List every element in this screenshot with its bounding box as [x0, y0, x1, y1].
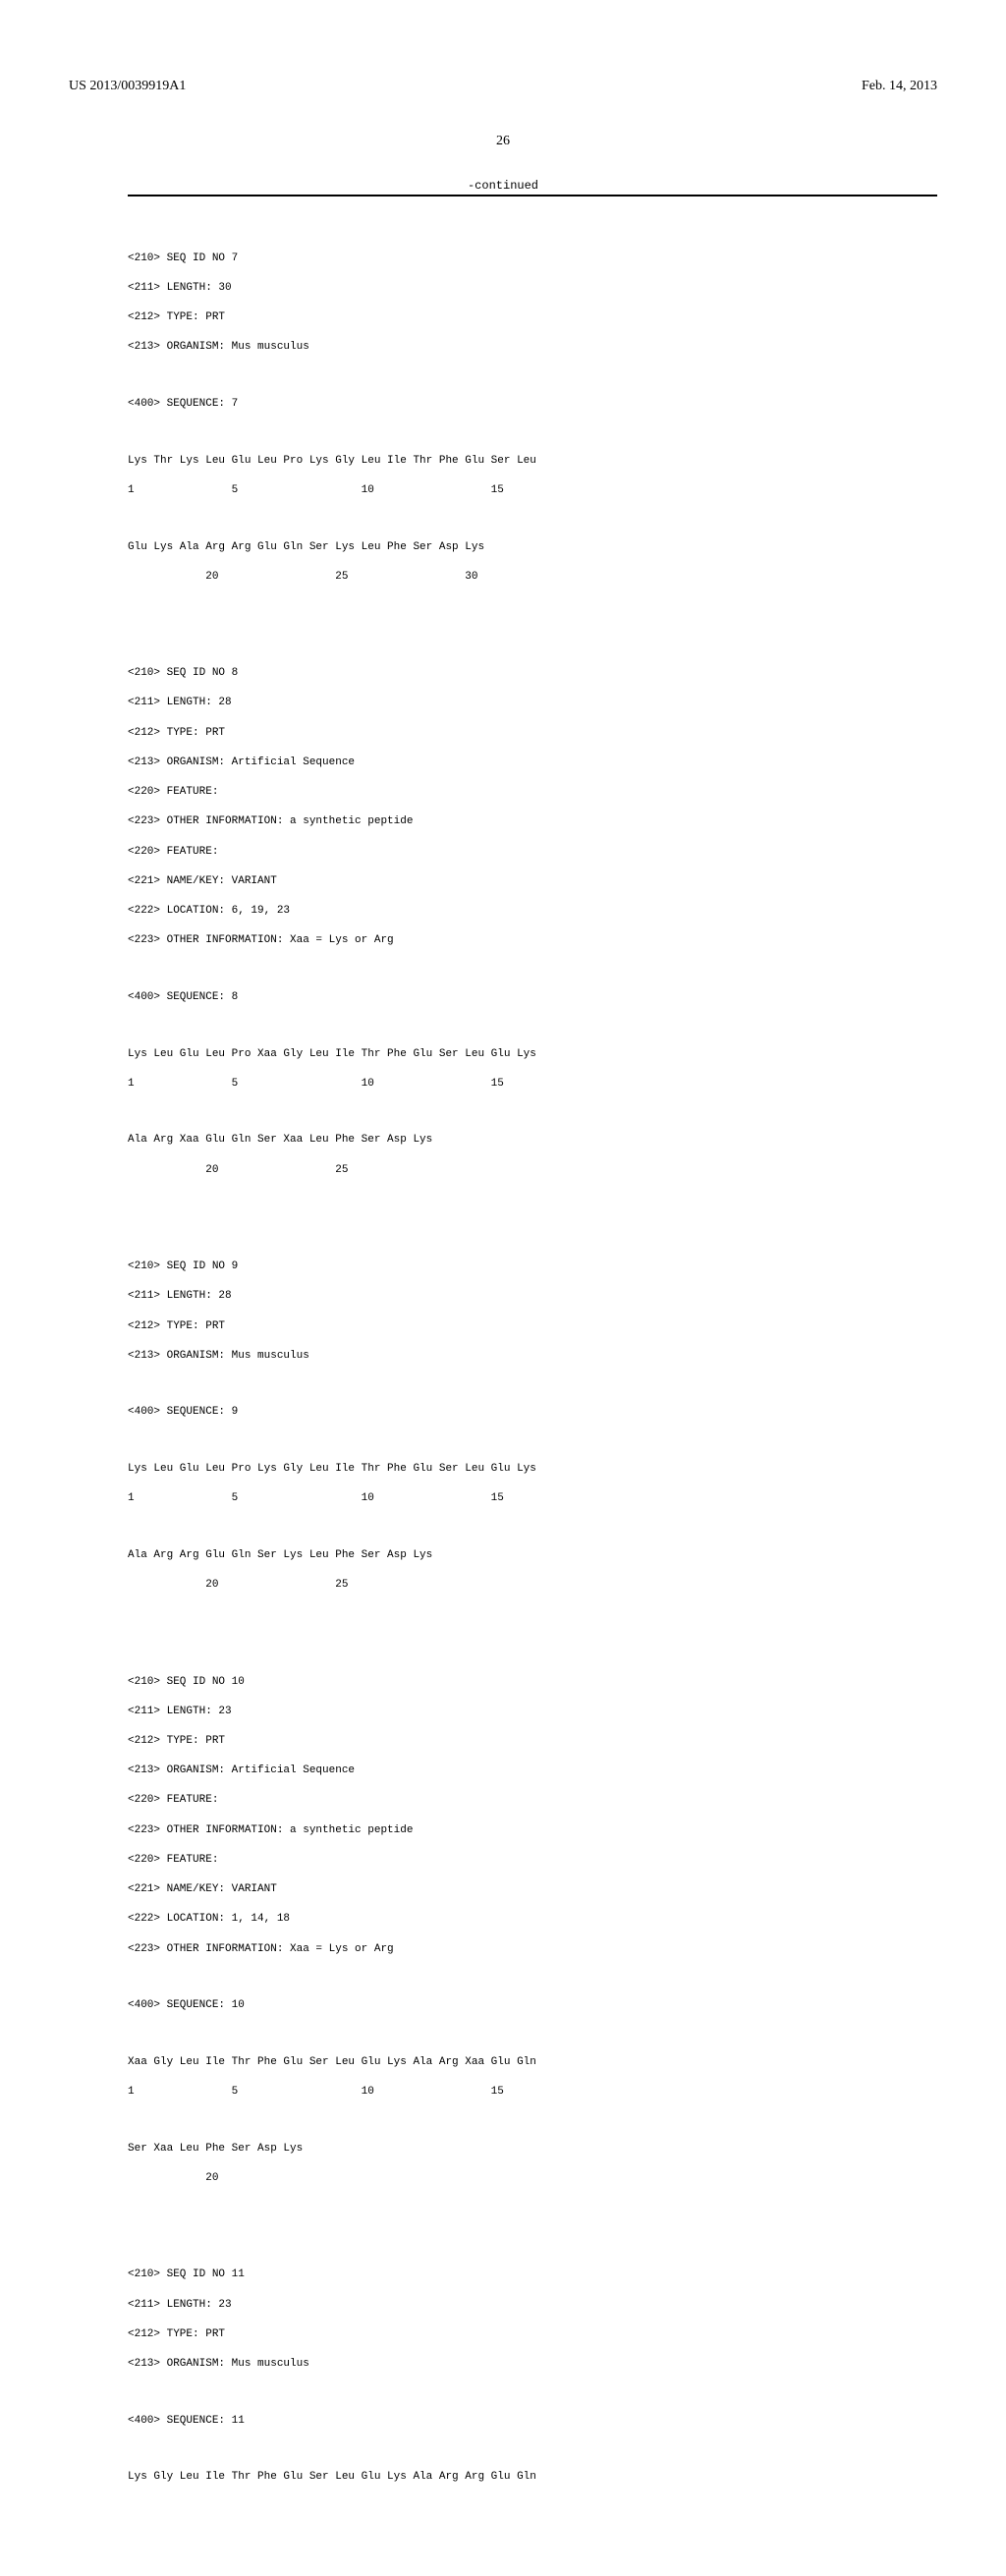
seq-positions: 20 25: [128, 1578, 937, 1593]
seq-metadata: <213> ORGANISM: Artificial Sequence: [128, 756, 937, 770]
seq-label: <400> SEQUENCE: 8: [128, 990, 937, 1005]
seq-metadata: <212> TYPE: PRT: [128, 1734, 937, 1749]
seq-metadata: <222> LOCATION: 6, 19, 23: [128, 904, 937, 919]
seq-residues: Xaa Gly Leu Ile Thr Phe Glu Ser Leu Glu …: [128, 2055, 937, 2070]
publication-date: Feb. 14, 2013: [862, 79, 937, 94]
sequence-block: <210> SEQ ID NO 7 <211> LENGTH: 30 <212>…: [128, 236, 937, 599]
seq-metadata: <213> ORGANISM: Mus musculus: [128, 2357, 937, 2372]
sequence-listing: <210> SEQ ID NO 7 <211> LENGTH: 30 <212>…: [128, 221, 937, 2537]
seq-residues: Ala Arg Arg Glu Gln Ser Lys Leu Phe Ser …: [128, 1548, 937, 1563]
seq-residues: Lys Gly Leu Ile Thr Phe Glu Ser Leu Glu …: [128, 2470, 937, 2485]
seq-metadata: <210> SEQ ID NO 9: [128, 1260, 937, 1274]
seq-metadata: <213> ORGANISM: Mus musculus: [128, 1349, 937, 1364]
seq-residues: Lys Leu Glu Leu Pro Lys Gly Leu Ile Thr …: [128, 1462, 937, 1477]
seq-label: <400> SEQUENCE: 11: [128, 2414, 937, 2429]
seq-label: <400> SEQUENCE: 10: [128, 1998, 937, 2013]
seq-metadata: <211> LENGTH: 23: [128, 2298, 937, 2313]
seq-residues: Lys Thr Lys Leu Glu Leu Pro Lys Gly Leu …: [128, 454, 937, 469]
seq-metadata: <223> OTHER INFORMATION: a synthetic pep…: [128, 1823, 937, 1838]
seq-metadata: <220> FEATURE:: [128, 785, 937, 800]
seq-metadata: <223> OTHER INFORMATION: a synthetic pep…: [128, 814, 937, 829]
seq-metadata: <211> LENGTH: 28: [128, 696, 937, 710]
seq-residues: Ala Arg Xaa Glu Gln Ser Xaa Leu Phe Ser …: [128, 1133, 937, 1148]
seq-metadata: <213> ORGANISM: Artificial Sequence: [128, 1764, 937, 1778]
seq-metadata: <210> SEQ ID NO 10: [128, 1675, 937, 1690]
seq-metadata: <212> TYPE: PRT: [128, 726, 937, 741]
seq-positions: 1 5 10 15: [128, 483, 937, 498]
seq-metadata: <220> FEATURE:: [128, 845, 937, 860]
page-header: US 2013/0039919A1 Feb. 14, 2013: [69, 79, 937, 94]
seq-metadata: <221> NAME/KEY: VARIANT: [128, 1882, 937, 1897]
seq-metadata: <211> LENGTH: 30: [128, 281, 937, 296]
continued-label: -continued: [69, 179, 937, 193]
seq-metadata: <213> ORGANISM: Mus musculus: [128, 340, 937, 355]
seq-residues: Ser Xaa Leu Phe Ser Asp Lys: [128, 2142, 937, 2156]
seq-metadata: <210> SEQ ID NO 8: [128, 666, 937, 681]
seq-residues: Lys Leu Glu Leu Pro Xaa Gly Leu Ile Thr …: [128, 1047, 937, 1062]
seq-metadata: <212> TYPE: PRT: [128, 2327, 937, 2342]
seq-label: <400> SEQUENCE: 9: [128, 1405, 937, 1420]
seq-metadata: <220> FEATURE:: [128, 1793, 937, 1808]
sequence-block: <210> SEQ ID NO 8 <211> LENGTH: 28 <212>…: [128, 651, 937, 1193]
seq-positions: 20 25 30: [128, 570, 937, 585]
divider: [128, 195, 937, 196]
seq-metadata: <212> TYPE: PRT: [128, 310, 937, 325]
publication-number: US 2013/0039919A1: [69, 79, 186, 94]
seq-metadata: <212> TYPE: PRT: [128, 1319, 937, 1334]
seq-residues: Glu Lys Ala Arg Arg Glu Gln Ser Lys Leu …: [128, 540, 937, 555]
seq-label: <400> SEQUENCE: 7: [128, 397, 937, 412]
seq-positions: 1 5 10 15: [128, 1491, 937, 1506]
seq-metadata: <210> SEQ ID NO 11: [128, 2268, 937, 2282]
sequence-block: <210> SEQ ID NO 10 <211> LENGTH: 23 <212…: [128, 1659, 937, 2201]
sequence-block: <210> SEQ ID NO 9 <211> LENGTH: 28 <212>…: [128, 1245, 937, 1608]
page-number: 26: [69, 134, 937, 149]
seq-positions: 1 5 10 15: [128, 2085, 937, 2100]
seq-metadata: <221> NAME/KEY: VARIANT: [128, 874, 937, 889]
seq-metadata: <222> LOCATION: 1, 14, 18: [128, 1912, 937, 1927]
sequence-block: <210> SEQ ID NO 11 <211> LENGTH: 23 <212…: [128, 2253, 937, 2500]
seq-positions: 1 5 10 15: [128, 1077, 937, 1092]
seq-positions: 20: [128, 2171, 937, 2186]
seq-metadata: <223> OTHER INFORMATION: Xaa = Lys or Ar…: [128, 1942, 937, 1957]
seq-metadata: <220> FEATURE:: [128, 1853, 937, 1868]
seq-metadata: <223> OTHER INFORMATION: Xaa = Lys or Ar…: [128, 933, 937, 948]
seq-metadata: <211> LENGTH: 23: [128, 1705, 937, 1719]
seq-metadata: <210> SEQ ID NO 7: [128, 252, 937, 266]
seq-positions: 20 25: [128, 1163, 937, 1178]
